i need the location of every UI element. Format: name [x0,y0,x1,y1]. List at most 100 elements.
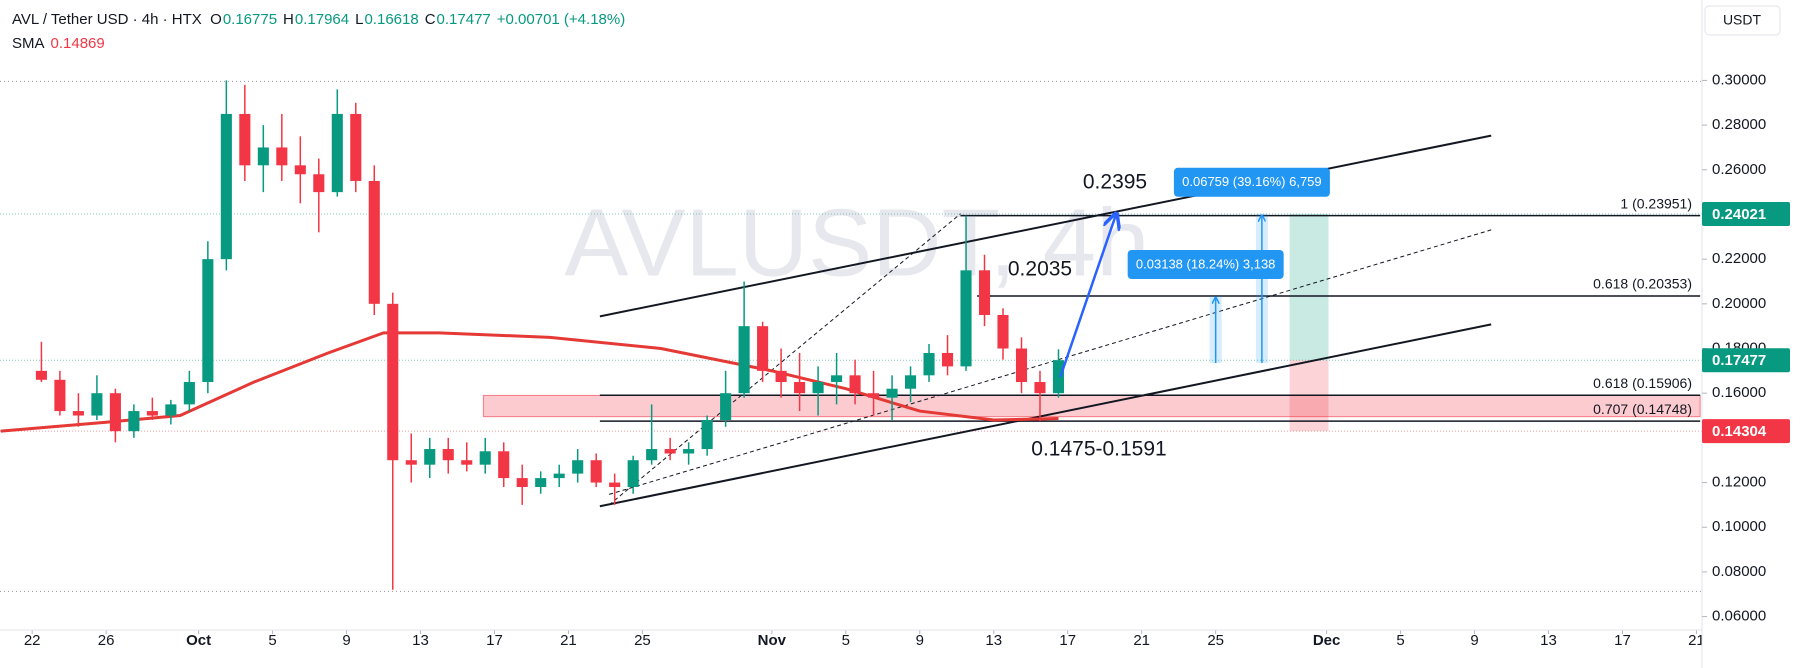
candle-body [941,352,954,367]
candle-body [701,420,713,450]
x-tick-label: 9 [1470,632,1478,649]
y-tick-label: 0.20000 [1712,295,1766,312]
y-tick-label: 0.10000 [1712,518,1766,535]
fib-label: 0.618 (0.15906) [1593,375,1692,391]
x-tick-label: 13 [985,632,1002,649]
price-tag-label: 0.17477 [1712,352,1766,369]
candle-body [368,180,380,304]
candle-body [831,375,843,383]
y-tick-label: 0.28000 [1712,116,1766,133]
y-tick-label: 0.16000 [1712,384,1766,401]
measure-box [1127,250,1284,280]
candle-body [664,449,676,454]
candle-body [331,113,343,193]
candle-body [442,449,454,461]
x-tick-label: 26 [98,632,115,649]
x-tick-label: 17 [1614,632,1631,649]
x-tick-label: 5 [268,632,276,649]
ohlc-value: 0.17964 [294,11,350,28]
candle-body [978,270,991,315]
candle-body [794,382,806,394]
currency-button[interactable] [1704,5,1781,36]
candle-body [424,449,436,465]
measure-box [1173,167,1330,197]
candle-body [239,113,251,166]
y-tick-label: 0.26000 [1712,161,1766,178]
candle-body [276,147,288,166]
y-tick-label: 0.08000 [1712,563,1766,580]
candle-body [849,375,861,394]
candle-body [220,113,232,260]
x-tick-label: 9 [342,632,350,649]
x-tick-label: 5 [1396,632,1404,649]
candle-body [202,259,214,383]
ohlc-row: AVL / Tether USD · 4h · HTX O0.16775 H0.1… [12,8,631,32]
annotation: 0.2035 [1008,258,1072,281]
x-tick-label: 21 [1688,632,1705,649]
x-tick-label: 17 [486,632,503,649]
plot-area: AVLUSDT, 4h 22 26 Oct 5 9 13 17 21 25 Nov 5 9 13 17 21 2… [0,80,1705,649]
candle-body [1034,382,1046,394]
position-target [1289,213,1329,361]
price-tag-label: 0.24021 [1712,206,1766,223]
annotation: 0.2395 [1083,171,1147,194]
candle-body [590,460,602,483]
forecast-arrow [1059,215,1115,378]
x-tick-label: 17 [1059,632,1076,649]
price-tag-label: 0.14304 [1712,423,1767,440]
x-tick-label: 22 [24,632,41,649]
price-tag [1702,419,1790,444]
candle-body [165,404,177,416]
candle-body [904,375,917,389]
ohlc-label: C [424,11,436,28]
sma-line [0,331,1059,433]
candle-body [516,478,528,488]
fib-label: 1 (0.23951) [1620,195,1692,211]
candle-body [646,449,658,461]
trendline [599,134,1492,318]
symbol: AVL / Tether USD · 4h · HTX [12,11,202,28]
price-tag [1702,348,1790,373]
measure-label: 0.03138 (18.24%) 3,138 [1136,256,1276,271]
x-tick-label: 21 [560,632,577,649]
candle-body [775,370,787,383]
x-tick-label: 13 [412,632,429,649]
currency-label[interactable]: USDT [1723,12,1762,28]
candle-body [498,451,510,479]
candle-body [757,326,769,371]
candle-body [683,449,695,454]
fib-label: 0.707 (0.14748) [1593,401,1692,417]
y-tick-label: 0.30000 [1712,71,1766,88]
ohlc: O0.16775 H0.17964 L0.16618 C0.17477 [210,11,497,28]
trendline [599,323,1492,508]
candle-body [146,411,158,416]
candle-body [109,393,121,432]
candle-body [572,460,584,474]
candle-body [128,411,140,432]
change: +0.00701 (+4.18%) [496,11,626,28]
ohlc-label: O [210,11,222,28]
candle-body [405,460,417,465]
candle-body [54,379,66,412]
candle-body [812,382,824,394]
candle-body [997,315,1009,349]
x-tick-label: Nov [758,632,787,649]
legend: AVL / Tether USD · 4h · HTX O0.16775 H0.1… [12,8,631,56]
x-tick-label: Dec [1313,632,1341,649]
x-tick-label: 13 [1540,632,1557,649]
ohlc-value: 0.16618 [364,11,419,28]
ohlc-value: 0.17477 [436,11,491,28]
candle-body [35,370,47,380]
y-tick-label: 0.12000 [1712,474,1766,491]
x-tick-label: 9 [916,632,924,649]
x-tick-label: 21 [1133,632,1150,649]
x-tick-label: Oct [186,632,211,649]
watermark: AVLUSDT, 4h [564,189,1149,296]
candle-body [313,174,325,193]
candle-body [868,393,880,398]
candle-body [387,303,399,461]
candle-body [627,460,639,488]
candle-body [720,393,732,420]
y-tick-label: 0.22000 [1712,250,1766,267]
